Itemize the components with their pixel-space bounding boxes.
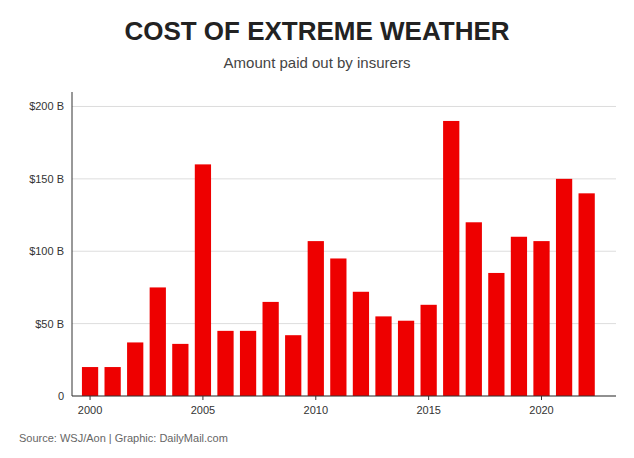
bar: [240, 331, 256, 396]
bar: [217, 331, 233, 396]
x-tick-label: 2015: [416, 404, 440, 416]
bar: [285, 335, 301, 396]
bars: [82, 121, 595, 396]
x-tick: [90, 396, 91, 400]
bar: [82, 367, 98, 396]
subtitle: Amount paid out by insurers: [224, 54, 411, 71]
y-tick-label: $100 B: [29, 245, 64, 257]
x-tick: [541, 396, 542, 400]
bar: [195, 164, 211, 396]
bar: [127, 342, 143, 396]
x-tick-label: 2020: [529, 404, 553, 416]
bar: [172, 344, 188, 396]
y-tick-label: $150 B: [29, 173, 64, 185]
bar: [466, 222, 482, 396]
bar: [579, 193, 595, 396]
grid-line: [72, 396, 616, 397]
bar: [308, 241, 324, 396]
x-tick-label: 2010: [304, 404, 328, 416]
x-tick-label: 2000: [78, 404, 102, 416]
bar: [330, 258, 346, 396]
title: COST OF EXTREME WEATHER: [124, 16, 509, 46]
grid-line: [72, 178, 616, 179]
bar: [263, 302, 279, 396]
x-tick: [315, 396, 316, 400]
bar: [443, 121, 459, 396]
chart: COST OF EXTREME WEATHER Amount paid out b…: [0, 0, 634, 458]
y-tick-label: $200 B: [29, 100, 64, 112]
bar: [375, 316, 391, 396]
source: Source: WSJ/Aon | Graphic: DailyMail.com: [19, 432, 228, 444]
bar: [353, 292, 369, 396]
bar: [533, 241, 549, 396]
y-axis-line: [72, 92, 73, 396]
bar: [398, 321, 414, 396]
bar: [556, 179, 572, 396]
background: [0, 0, 634, 458]
grid-line: [72, 106, 616, 107]
x-tick: [428, 396, 429, 400]
x-tick: [202, 396, 203, 400]
y-tick-label: 0: [58, 390, 64, 402]
x-tick-label: 2005: [191, 404, 215, 416]
bar: [511, 237, 527, 396]
bar: [488, 273, 504, 396]
x-axis-line: [72, 395, 616, 396]
y-tick-label: $50 B: [35, 318, 64, 330]
bar: [150, 287, 166, 396]
bar: [105, 367, 121, 396]
bar: [421, 305, 437, 396]
